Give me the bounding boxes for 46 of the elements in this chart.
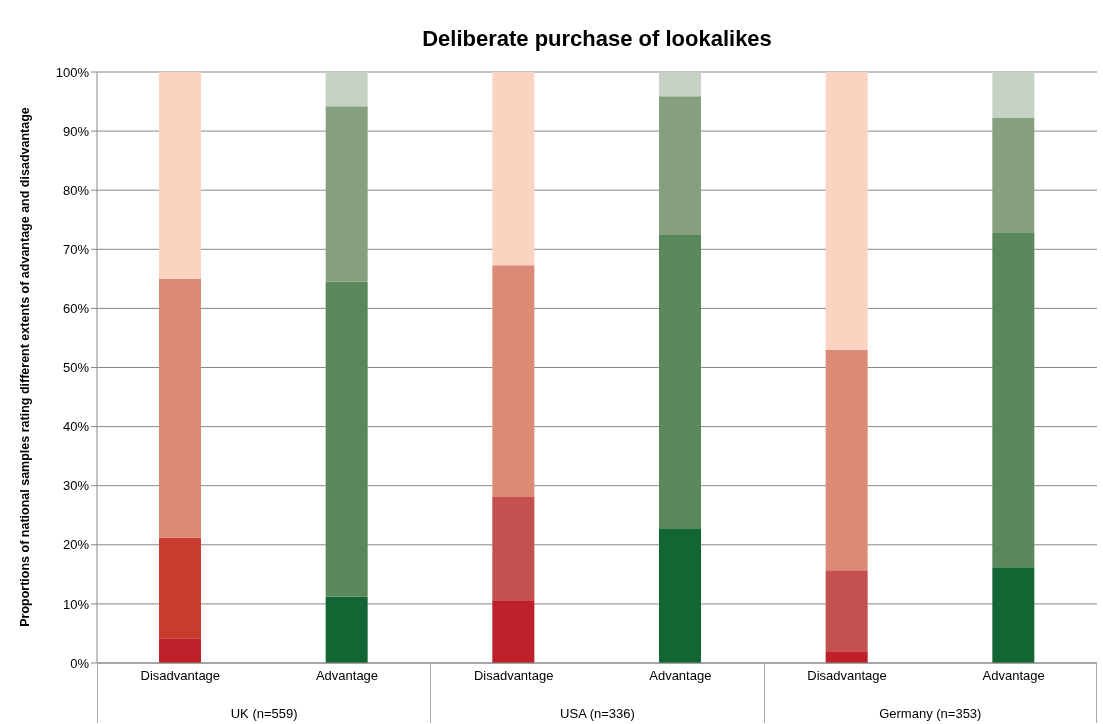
bar: [159, 72, 201, 279]
y-tick-label: 30%: [62, 478, 90, 494]
bar: [325, 281, 368, 597]
bar: [325, 596, 368, 663]
y-tick-label: 60%: [62, 301, 90, 317]
bar: [325, 106, 368, 282]
bar: [825, 570, 868, 652]
bar: [492, 496, 535, 601]
chart-title: Deliberate purchase of lookalikes: [421, 26, 773, 52]
bar: [492, 600, 535, 663]
bar: [992, 118, 1035, 233]
x-tick-label: Disadvantage: [140, 668, 221, 684]
bar: [159, 638, 201, 663]
bar: [825, 651, 868, 663]
bar: [659, 528, 701, 663]
bar: [825, 349, 868, 571]
y-tick-label: 80%: [62, 182, 90, 198]
y-tick-label: 70%: [62, 241, 90, 257]
bar: [492, 265, 535, 497]
text: Germany (n=353): [878, 706, 983, 721]
bar: [992, 232, 1035, 568]
text: UK (n=559): [229, 706, 299, 721]
y-axis-title: Proportions of national samples rating different extents of advantage and disadvantage: [17, 105, 31, 629]
x-tick-label: Advantage: [315, 668, 379, 684]
y-tick-label: 40%: [62, 419, 90, 435]
bar: [825, 72, 868, 350]
bar: [159, 278, 201, 538]
bar: [659, 72, 701, 97]
x-tick-label: Disadvantage: [473, 668, 554, 684]
x-tick-label: Advantage: [649, 668, 712, 684]
bar: [992, 72, 1035, 119]
y-tick-label: 20%: [62, 537, 90, 553]
x-tick-label: Disadvantage: [807, 668, 887, 684]
y-tick-label: 10%: [62, 596, 90, 612]
text: USA (n=336): [559, 706, 636, 721]
bar: [659, 96, 701, 236]
bar: [159, 537, 201, 639]
y-tick-label: 100%: [55, 64, 90, 80]
bar: [492, 72, 535, 266]
bar: [325, 72, 368, 107]
x-tick-label: Advantage: [982, 668, 1045, 684]
y-tick-label: 50%: [62, 360, 90, 376]
bar: [659, 235, 701, 529]
y-tick-label: 0%: [70, 655, 90, 671]
bar: [992, 567, 1035, 663]
y-tick-label: 90%: [62, 123, 90, 139]
